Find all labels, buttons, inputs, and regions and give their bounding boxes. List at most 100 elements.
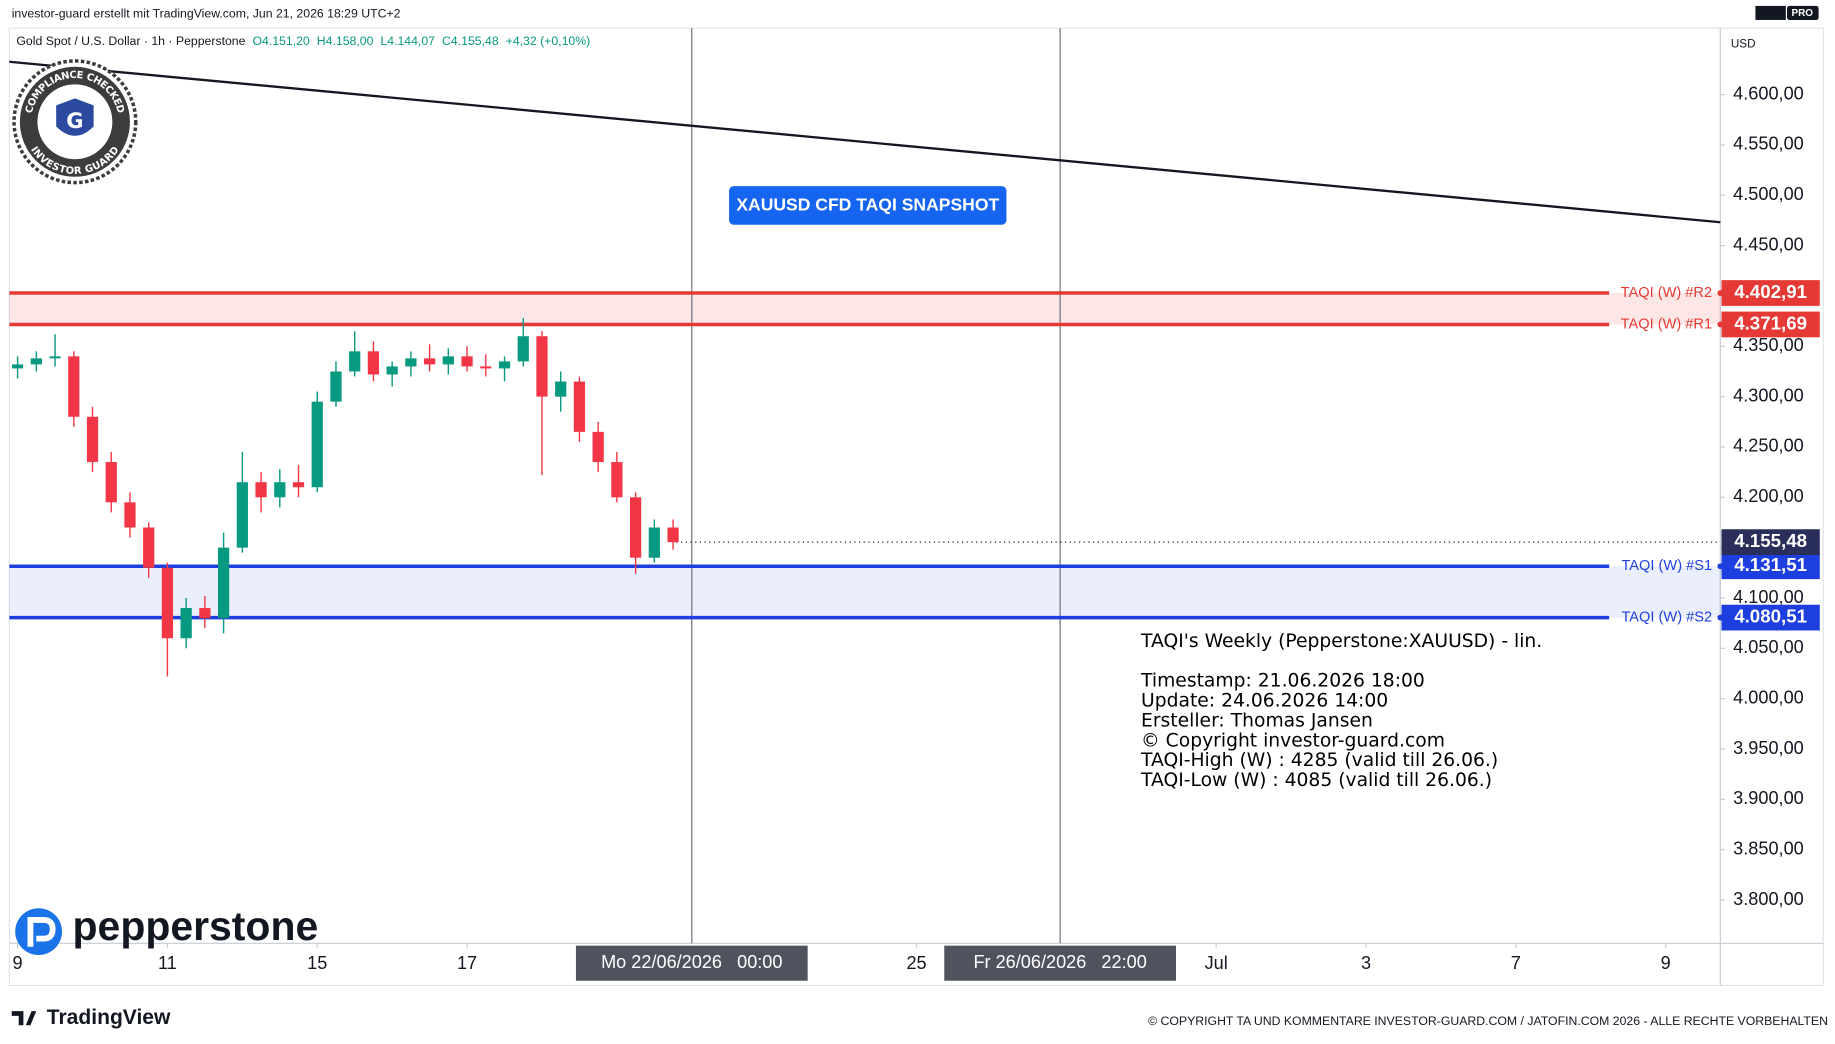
ohlc-value: +4,32 (+0,10%): [506, 34, 591, 48]
info-line: TAQI's Weekly (Pepperstone:XAUUSD) - lin…: [1140, 631, 1542, 652]
candle-body: [555, 381, 567, 397]
info-line: TAQI-High (W) : 4285 (valid till 26.06.): [1140, 750, 1498, 771]
y-tick-label: 4.350,00: [1733, 335, 1804, 355]
ohlc-value: H4.158,00: [317, 34, 374, 48]
candle-body: [386, 366, 398, 375]
y-tick-label: 4.050,00: [1733, 637, 1804, 657]
x-tick-label: 11: [158, 953, 177, 973]
candle-body: [536, 336, 548, 397]
time-marker-label: Fr 26/06/2026 22:00: [973, 952, 1146, 972]
candle-body: [274, 482, 286, 498]
badge-shield: [56, 98, 94, 136]
candle-body: [30, 358, 42, 365]
info-line: Ersteller: Thomas Jansen: [1141, 710, 1373, 731]
level-tag: [1721, 280, 1820, 306]
candle-body: [592, 431, 604, 463]
broker-name: pepperstone: [73, 903, 319, 949]
candle-body: [255, 482, 267, 498]
candle-body: [11, 364, 24, 369]
candle-body: [199, 608, 211, 619]
candle-body: [86, 416, 99, 463]
candle-body: [68, 356, 80, 417]
x-tick-label: Jul: [1205, 953, 1228, 973]
level-tag-label: 4.080,51: [1734, 606, 1807, 627]
broker-logo: pepperstone: [15, 903, 319, 956]
x-tick-label: 7: [1511, 953, 1521, 973]
x-tick-label: 9: [13, 953, 23, 973]
annotation-box: [729, 186, 1007, 225]
x-tick-label: 25: [906, 953, 926, 973]
level-tag: [1721, 311, 1820, 338]
y-tick-label: 4.200,00: [1733, 486, 1804, 506]
candle-body: [405, 358, 417, 367]
candle-body: [124, 502, 136, 528]
info-line: © Copyright investor-guard.com: [1141, 730, 1445, 751]
platform-name: TradingView: [47, 1006, 171, 1029]
candle-body: [648, 527, 660, 558]
y-tick-label: 4.450,00: [1733, 234, 1804, 254]
pro-label: PRO: [1791, 8, 1813, 19]
currency: USD: [1731, 38, 1756, 51]
candle-body: [217, 547, 230, 619]
y-tick-label: 4.100,00: [1733, 587, 1804, 607]
level-name: TAQI (W) #R2: [1621, 285, 1712, 301]
level-tag: [1721, 553, 1820, 580]
level-tag-label: 4.371,69: [1734, 312, 1807, 333]
level-name: TAQI (W) #R1: [1621, 316, 1712, 332]
level-tag-label: 4.131,51: [1734, 554, 1807, 575]
y-tick-label: 3.950,00: [1733, 738, 1804, 758]
candle-body: [423, 358, 436, 365]
footer: © COPYRIGHT TA UND KOMMENTARE INVESTOR-G…: [1148, 1014, 1828, 1028]
trendline: [9, 60, 1721, 224]
level-name: TAQI (W) #S1: [1621, 558, 1712, 574]
header: investor-guard erstellt mit TradingView.…: [12, 6, 401, 20]
y-tick-label: 3.800,00: [1733, 889, 1804, 909]
candle-body: [629, 497, 642, 558]
candle-body: [161, 567, 174, 639]
frame: [8, 27, 1824, 987]
x-tick-label: 17: [457, 953, 477, 973]
y-tick-label: 3.900,00: [1733, 788, 1804, 808]
y-tick-label: 4.000,00: [1733, 687, 1804, 707]
candle-body: [105, 462, 117, 503]
level-zone: [9, 293, 1721, 325]
level-tag: [1721, 604, 1820, 631]
ohlc-value: C4.155,48: [442, 34, 499, 48]
y-tick-label: 4.550,00: [1733, 134, 1804, 154]
candle-body: [143, 527, 155, 568]
x-tick-label: 9: [1661, 953, 1671, 973]
badge-letter: G: [66, 108, 83, 133]
last-price-label: 4.155,48: [1734, 530, 1807, 551]
candle-body: [667, 527, 679, 543]
annotation-text: XAUUSD CFD TAQI SNAPSHOT: [736, 195, 999, 215]
compliance-badge: COMPLIANCE CHECKED INVESTOR GUARD G: [12, 59, 138, 185]
candle-body: [480, 366, 492, 369]
candle-body: [517, 336, 529, 362]
info-line: Update: 24.06.2026 14:00: [1141, 691, 1388, 712]
candle-body: [330, 371, 342, 402]
ohlc-value: L4.144,07: [380, 34, 435, 48]
candle-body: [611, 462, 623, 498]
ohlc-value: O4.151,20: [252, 34, 309, 48]
level-tag-label: 4.402,91: [1734, 281, 1807, 302]
candle-body: [349, 351, 361, 372]
info-line: TAQI-Low (W) : 4085 (valid till 26.06.): [1140, 770, 1492, 791]
x-tick-label: 3: [1361, 953, 1371, 973]
platform-icon: [11, 1011, 37, 1026]
candle-body: [292, 482, 305, 488]
time-marker-box: [575, 945, 808, 981]
candle-body: [461, 356, 473, 367]
candle-body: [311, 401, 323, 488]
y-tick-label: 4.300,00: [1733, 385, 1804, 405]
time-marker-box: [944, 945, 1176, 981]
info-line: Timestamp: 21.06.2026 18:00: [1140, 671, 1425, 692]
candle-body: [442, 356, 454, 365]
broker-icon-glyph: [27, 916, 56, 947]
level-name: TAQI (W) #S2: [1621, 609, 1712, 625]
y-tick-label: 3.850,00: [1733, 838, 1804, 858]
candle-body: [573, 381, 586, 432]
tv-pro-icon: [1755, 5, 1786, 20]
